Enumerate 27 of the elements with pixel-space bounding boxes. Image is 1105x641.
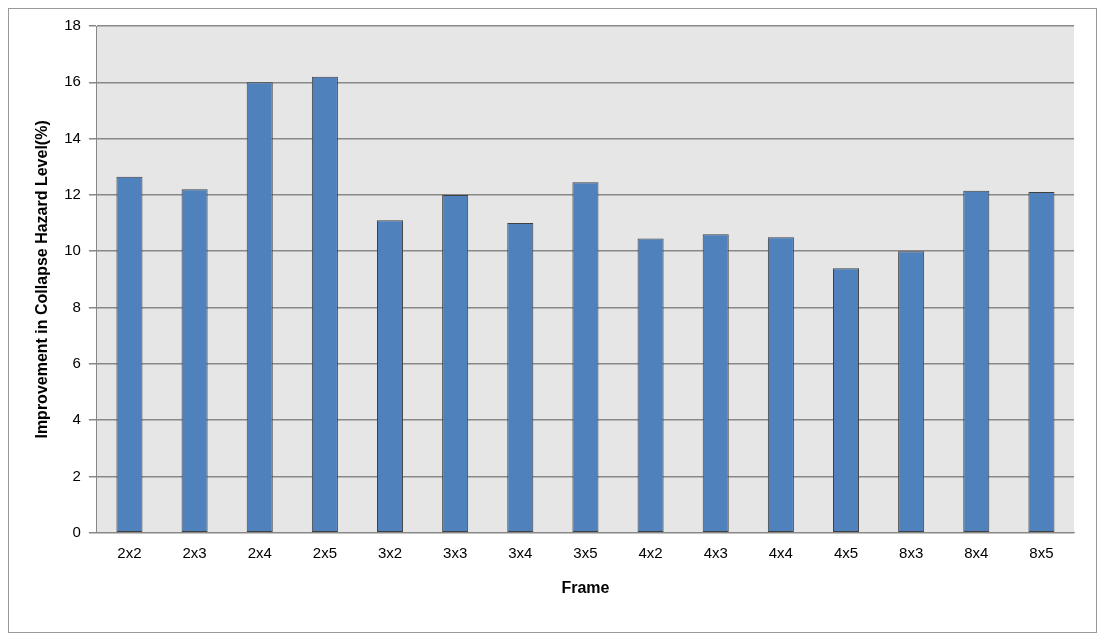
y-tick-label: 12 [64, 185, 81, 203]
x-tick-label: 4x2 [638, 543, 663, 561]
y-axis-title: Improvement in Collapse Hazard Level(%) [33, 120, 51, 439]
x-tick-label: 8x5 [1029, 543, 1054, 561]
x-tick-label: 2x4 [247, 543, 272, 561]
x-tick-label: 2x3 [182, 543, 207, 561]
x-tick-label: 8x3 [899, 543, 924, 561]
y-tick-label: 6 [72, 354, 81, 372]
y-tick-label: 8 [72, 297, 81, 315]
y-tick-label: 18 [64, 16, 81, 34]
x-tick-label: 8x4 [964, 543, 989, 561]
x-tick-label: 4x4 [768, 543, 793, 561]
x-tick-label: 4x5 [833, 543, 859, 561]
x-tick-label: 3x4 [508, 543, 533, 561]
y-tick-label: 10 [64, 241, 81, 259]
y-tick-label: 16 [64, 72, 81, 90]
y-tick-label: 2 [72, 466, 81, 484]
x-tick-label: 3x5 [573, 543, 598, 561]
x-tick-label: 2x2 [117, 543, 142, 561]
x-tick-label: 4x3 [703, 543, 728, 561]
x-tick-label: 3x2 [377, 543, 403, 561]
y-tick-label: 0 [72, 522, 81, 540]
y-tick-label: 14 [64, 128, 81, 146]
y-tick-label: 4 [72, 410, 81, 428]
x-axis-title: Frame [561, 578, 610, 596]
x-tick-label: 2x5 [312, 543, 337, 561]
x-tick-label: 3x3 [443, 543, 468, 561]
